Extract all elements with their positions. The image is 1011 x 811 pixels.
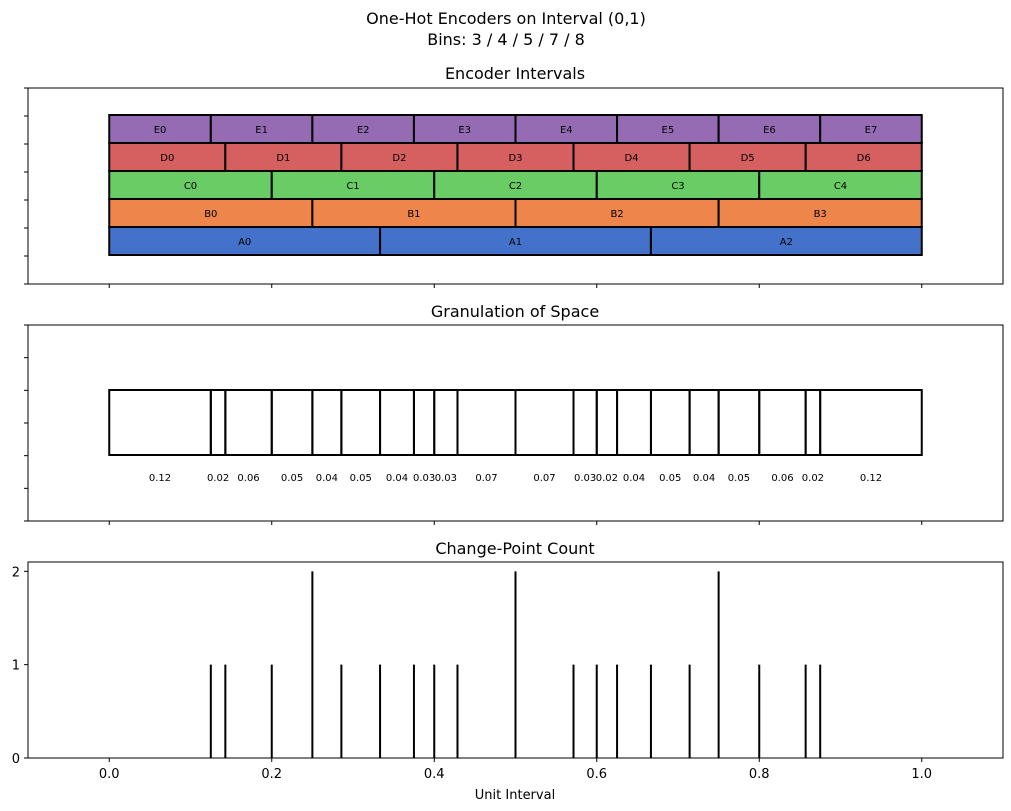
- encoder-bin-label-C1: C1: [346, 181, 359, 192]
- granule-width-label: 0.12: [860, 473, 882, 484]
- encoder-bin-D2: [340, 142, 459, 172]
- encoder-bin-label-C0: C0: [184, 181, 197, 192]
- granule-width-label: 0.02: [596, 473, 618, 484]
- encoder-bin-label-A2: A2: [780, 237, 793, 248]
- x-tick-label: 0.6: [586, 767, 607, 782]
- encoder-bin-label-B0: B0: [204, 209, 217, 220]
- encoder-bin-B1: [311, 198, 517, 228]
- granule-width-label: 0.04: [693, 473, 715, 484]
- encoder-bin-label-D1: D1: [276, 153, 290, 164]
- change-point-lines-group: [209, 571, 822, 758]
- encoder-bin-label-E4: E4: [560, 125, 573, 136]
- granule-width-label: 0.02: [802, 473, 824, 484]
- encoder-bin-label-C2: C2: [509, 181, 522, 192]
- encoder-bin-label-E7: E7: [865, 125, 878, 136]
- encoder-bin-label-D5: D5: [741, 153, 755, 164]
- granule-width-label: 0.03: [574, 473, 596, 484]
- encoder-bin-label-D2: D2: [392, 153, 406, 164]
- encoder-bin-D6: [804, 142, 923, 172]
- encoder-bin-E5: [616, 114, 720, 144]
- granule-width-label: 0.12: [149, 473, 171, 484]
- encoder-bin-D4: [572, 142, 691, 172]
- encoder-bin-E1: [209, 114, 314, 144]
- granule-width-label: 0.06: [237, 473, 259, 484]
- encoder-bin-B0: [108, 198, 314, 228]
- encoder-bin-label-D6: D6: [857, 153, 871, 164]
- encoder-bin-C3: [595, 170, 761, 200]
- encoder-bin-D3: [456, 142, 575, 172]
- granule-width-label: 0.05: [350, 473, 372, 484]
- encoder-bin-label-D0: D0: [160, 153, 174, 164]
- granule-width-label: 0.04: [623, 473, 645, 484]
- granule-width-label: 0.07: [533, 473, 555, 484]
- encoder-bin-label-E6: E6: [763, 125, 776, 136]
- encoder-bin-E2: [311, 114, 415, 144]
- encoder-bin-B2: [514, 198, 720, 228]
- encoder-bin-label-B3: B3: [814, 209, 827, 220]
- x-axis-label: Unit Interval: [475, 788, 555, 803]
- encoder-bin-label-B2: B2: [610, 209, 623, 220]
- encoder-bin-label-C3: C3: [671, 181, 684, 192]
- y-tick-label: 0: [12, 752, 20, 767]
- encoder-bin-label-B1: B1: [407, 209, 420, 220]
- granule-width-label: 0.05: [659, 473, 681, 484]
- x-tick-label: 0.8: [749, 767, 770, 782]
- encoder-bin-C4: [758, 170, 923, 200]
- encoder-axis-ticks: [24, 87, 923, 288]
- encoder-bin-label-E1: E1: [255, 125, 268, 136]
- encoder-bin-label-C4: C4: [834, 181, 847, 192]
- encoder-bin-E0: [108, 114, 212, 144]
- granulation-axis-ticks: [24, 324, 923, 525]
- panel-frame-encoder-intervals: [27, 87, 1004, 285]
- granule-width-label: 0.02: [207, 473, 229, 484]
- encoder-bin-label-E2: E2: [357, 125, 370, 136]
- panel-encoder-intervals: Encoder Intervals A0 A1 A2 B0 B1 B2 B3 C0 C1 C2 C3…: [24, 64, 1004, 288]
- change-point-axis-ticks: 0 1 2 0.0 0.2 0.4 0.6 0.8 1.0: [12, 565, 932, 782]
- panel-frame-change-point-count: [27, 561, 1004, 759]
- panel-change-point-count: Change-Point Count 0 1 2 0.0 0.2 0.4 0.6 0.8 1.0…: [12, 539, 1004, 803]
- panel-title-change-point-count: Change-Point Count: [435, 539, 594, 558]
- figure-suptitle-line1: One-Hot Encoders on Interval (0,1): [366, 9, 646, 28]
- encoder-bin-label-A1: A1: [509, 237, 522, 248]
- granule-width-label: 0.06: [771, 473, 793, 484]
- encoder-bin-A2: [649, 226, 923, 256]
- granule-width-label: 0.04: [316, 473, 338, 484]
- x-tick-label: 0.2: [261, 767, 282, 782]
- granule-width-label: 0.04: [386, 473, 408, 484]
- figure-suptitle-line2: Bins: 3 / 4 / 5 / 7 / 8: [427, 30, 585, 49]
- encoder-bin-label-D3: D3: [508, 153, 522, 164]
- granule-width-label: 0.03: [435, 473, 457, 484]
- x-tick-label: 0.4: [424, 767, 445, 782]
- granulation-cells-group: 0.12 0.02 0.06 0.05 0.04 0.05 0.04 0.03 0.03 0.07…: [108, 389, 923, 484]
- y-tick-label: 1: [12, 659, 20, 674]
- encoder-bin-label-E0: E0: [154, 125, 167, 136]
- granule-cell: [819, 389, 923, 456]
- granule-width-label: 0.05: [281, 473, 303, 484]
- encoder-bin-E7: [819, 114, 923, 144]
- x-tick-label: 0.0: [99, 767, 120, 782]
- y-tick-label: 2: [12, 565, 20, 580]
- panel-title-encoder-intervals: Encoder Intervals: [445, 64, 585, 83]
- panel-granulation: Granulation of Space 0.12 0.02 0.06 0.05 0.0…: [24, 302, 1004, 525]
- panel-title-granulation: Granulation of Space: [431, 302, 599, 321]
- granule-width-label: 0.03: [413, 473, 435, 484]
- x-tick-label: 1.0: [911, 767, 932, 782]
- encoder-bin-label-E3: E3: [458, 125, 471, 136]
- encoder-bin-label-D4: D4: [625, 153, 639, 164]
- encoder-bars-group: A0 A1 A2 B0 B1 B2 B3 C0 C1 C2 C3 C4 D0 D1 D2 D3 D4 D5 D6 E0…: [108, 114, 923, 256]
- encoder-bin-E4: [514, 114, 619, 144]
- granule-width-label: 0.05: [728, 473, 750, 484]
- encoder-bin-label-E5: E5: [662, 125, 675, 136]
- encoder-bin-label-A0: A0: [238, 237, 251, 248]
- granule-width-label: 0.07: [475, 473, 497, 484]
- encoder-bin-E6: [717, 114, 822, 144]
